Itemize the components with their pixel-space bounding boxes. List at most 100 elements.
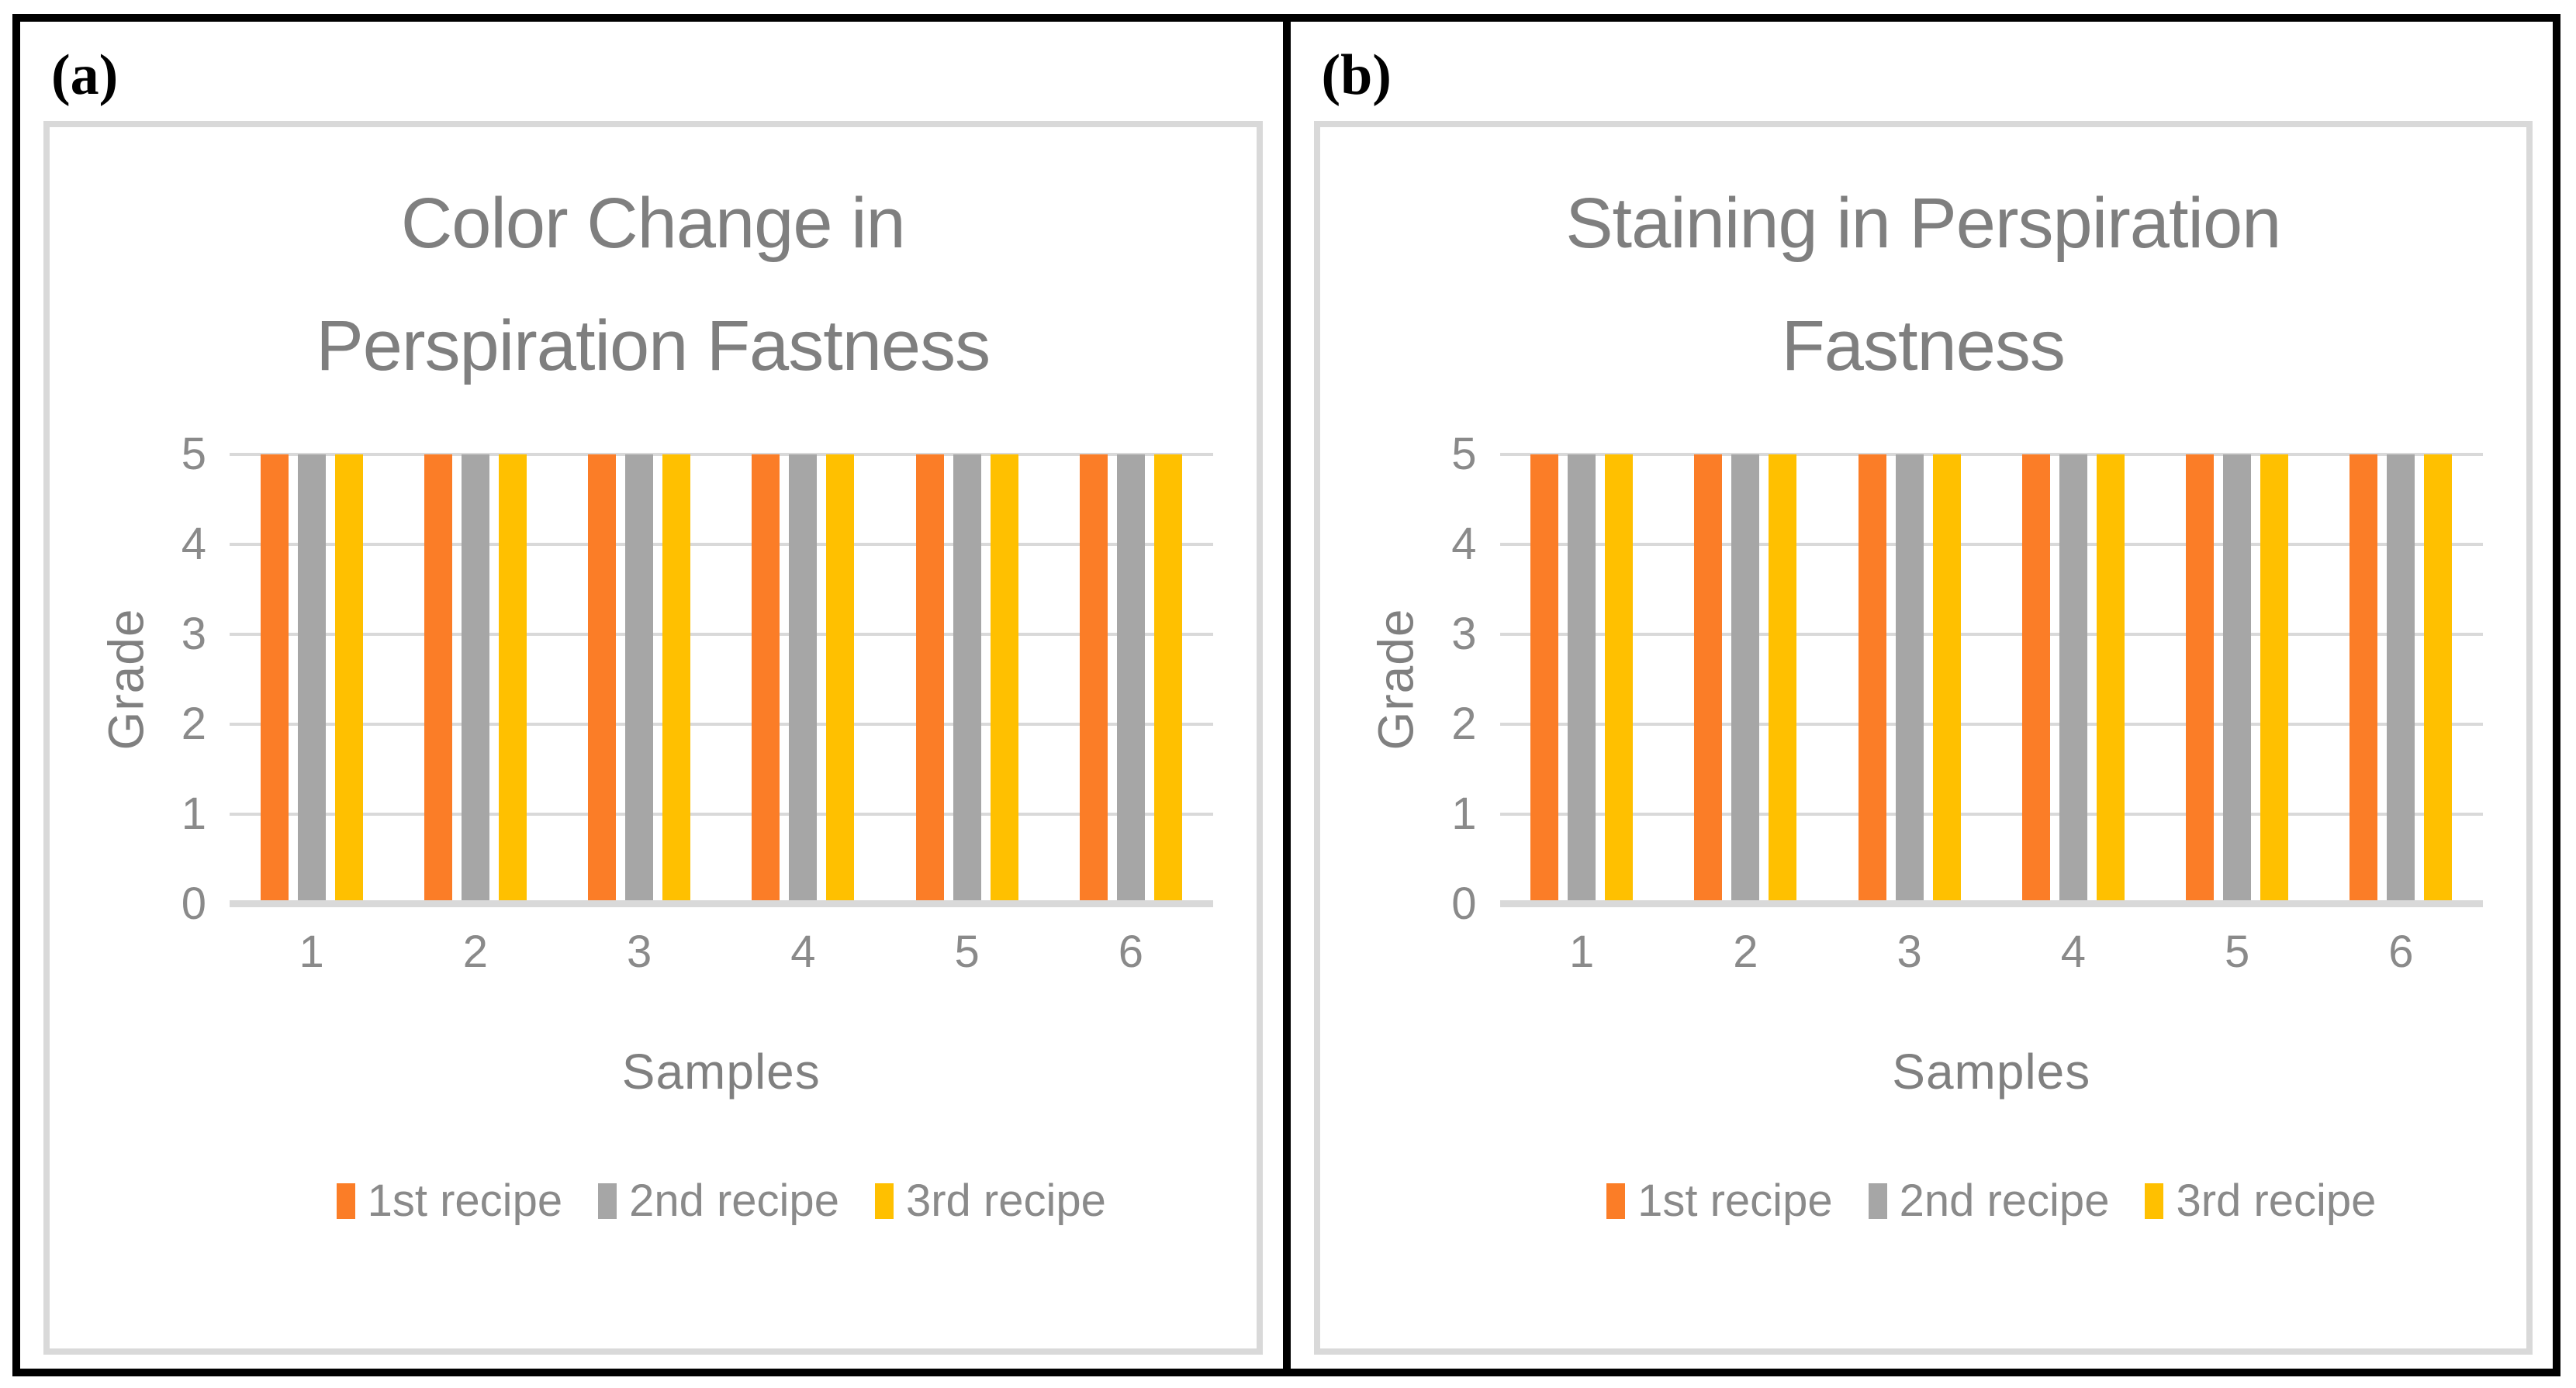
bar-1st-recipe	[1079, 454, 1108, 904]
y-tick-label: 4	[181, 519, 206, 569]
legend-item: 3rd recipe	[874, 1175, 1106, 1227]
panel-a-label: (a)	[51, 43, 119, 107]
bar-group	[885, 454, 1049, 904]
y-tick-label: 4	[1451, 519, 1477, 569]
x-axis-line	[230, 900, 1213, 907]
bar-group	[1991, 454, 2155, 904]
legend-swatch-icon	[1868, 1183, 1887, 1219]
legend-item: 1st recipe	[336, 1175, 562, 1227]
bar-3rd-recipe	[1153, 454, 1182, 904]
y-tick-label: 1	[1451, 789, 1477, 839]
plot-row: Grade 0 1 2 3 4 5	[93, 432, 1213, 927]
gridline	[230, 543, 1213, 546]
x-tick-labels: 1 2 3 4 5 6	[1500, 926, 2484, 978]
legend-label: 1st recipe	[1637, 1176, 1833, 1226]
legend-item: 2nd recipe	[1868, 1175, 2110, 1227]
plot-area	[230, 453, 1213, 907]
x-tick-label: 1	[299, 927, 324, 977]
gridline	[1499, 453, 2483, 456]
bar-group	[1664, 454, 1827, 904]
chart-title: Staining in Perspiration Fastness	[1364, 141, 2484, 428]
bar-2nd-recipe	[461, 454, 489, 904]
bar-3rd-recipe	[2096, 454, 2125, 904]
plot-area	[1499, 453, 2484, 907]
bar-2nd-recipe	[625, 454, 654, 904]
y-axis-title-text: Grade	[1368, 608, 1424, 751]
bar-2nd-recipe	[953, 454, 981, 904]
x-tick-label: 2	[462, 927, 488, 977]
chart-title-line: Perspiration Fastness	[316, 306, 991, 385]
gridline	[230, 633, 1213, 636]
bar-group	[393, 454, 557, 904]
y-axis-title-text: Grade	[98, 608, 154, 751]
bar-1st-recipe	[1694, 454, 1723, 904]
chart-title-line: Fastness	[1781, 306, 2066, 385]
legend-label: 2nd recipe	[629, 1176, 839, 1226]
bar-1st-recipe	[915, 454, 944, 904]
gridline	[1499, 723, 2483, 726]
bar-3rd-recipe	[1932, 454, 1961, 904]
x-tick-label: 4	[790, 927, 816, 977]
y-tick-labels: 0 1 2 3 4 5	[158, 432, 230, 927]
bar-group	[1500, 454, 1664, 904]
bar-1st-recipe	[1858, 454, 1886, 904]
x-axis-line	[1499, 900, 2483, 907]
y-tick-labels: 0 1 2 3 4 5	[1429, 432, 1500, 927]
panel-a: (a) Color Change in Perspiration Fastness…	[20, 22, 1283, 1369]
bar-2nd-recipe	[2223, 454, 2252, 904]
y-tick-label: 0	[181, 879, 206, 929]
x-tick-label: 6	[1118, 927, 1143, 977]
y-tick-label: 1	[181, 789, 206, 839]
bar-1st-recipe	[260, 454, 289, 904]
legend-item: 1st recipe	[1606, 1175, 1833, 1227]
bar-group	[558, 454, 721, 904]
x-tick-label: 4	[2060, 927, 2086, 977]
panel-b-label: (b)	[1321, 43, 1392, 107]
y-tick-label: 2	[181, 699, 206, 749]
bar-2nd-recipe	[2059, 454, 2087, 904]
legend-swatch-icon	[336, 1183, 355, 1219]
plot-row: Grade 0 1 2 3 4 5	[1364, 432, 2484, 927]
bar-2nd-recipe	[2387, 454, 2415, 904]
bar-2nd-recipe	[1731, 454, 1760, 904]
bar-1st-recipe	[588, 454, 617, 904]
gridline	[1499, 633, 2483, 636]
bar-1st-recipe	[2350, 454, 2378, 904]
bar-2nd-recipe	[1895, 454, 1924, 904]
y-tick-label: 3	[1451, 609, 1477, 659]
x-tick-label: 5	[2224, 927, 2250, 977]
x-axis-title: Samples	[621, 1044, 821, 1100]
figure-frame: (a) Color Change in Perspiration Fastness…	[12, 14, 2560, 1376]
x-axis-title: Samples	[1892, 1044, 2091, 1100]
bar-3rd-recipe	[2424, 454, 2453, 904]
y-tick-label: 5	[1451, 429, 1477, 479]
bar-groups	[1500, 454, 2484, 904]
bar-3rd-recipe	[826, 454, 855, 904]
bar-3rd-recipe	[2260, 454, 2289, 904]
y-tick-label: 3	[181, 609, 206, 659]
bar-group	[2156, 454, 2319, 904]
bar-2nd-recipe	[1568, 454, 1596, 904]
bar-1st-recipe	[424, 454, 452, 904]
legend-swatch-icon	[874, 1183, 894, 1219]
chart-title-line: Color Change in	[400, 183, 906, 263]
x-tick-label: 2	[1733, 927, 1758, 977]
bar-groups	[230, 454, 1213, 904]
x-tick-label: 1	[1568, 927, 1595, 977]
y-axis-title: Grade	[1364, 454, 1429, 904]
gridline	[230, 723, 1213, 726]
bar-3rd-recipe	[1605, 454, 1634, 904]
bar-3rd-recipe	[990, 454, 1018, 904]
bar-1st-recipe	[752, 454, 780, 904]
chart-title-line: Staining in Perspiration	[1565, 183, 2281, 263]
legend-label: 3rd recipe	[2176, 1176, 2377, 1226]
x-tick-labels: 1 2 3 4 5 6	[230, 926, 1213, 978]
legend-label: 2nd recipe	[1899, 1176, 2110, 1226]
chart-card-b: Staining in Perspiration Fastness Grade 0…	[1313, 121, 2533, 1355]
legend-swatch-icon	[1606, 1183, 1626, 1219]
legend-swatch-icon	[598, 1183, 617, 1219]
bar-3rd-recipe	[334, 454, 363, 904]
gridline	[1499, 543, 2483, 546]
x-tick-label: 3	[1897, 927, 1922, 977]
bar-2nd-recipe	[1116, 454, 1145, 904]
